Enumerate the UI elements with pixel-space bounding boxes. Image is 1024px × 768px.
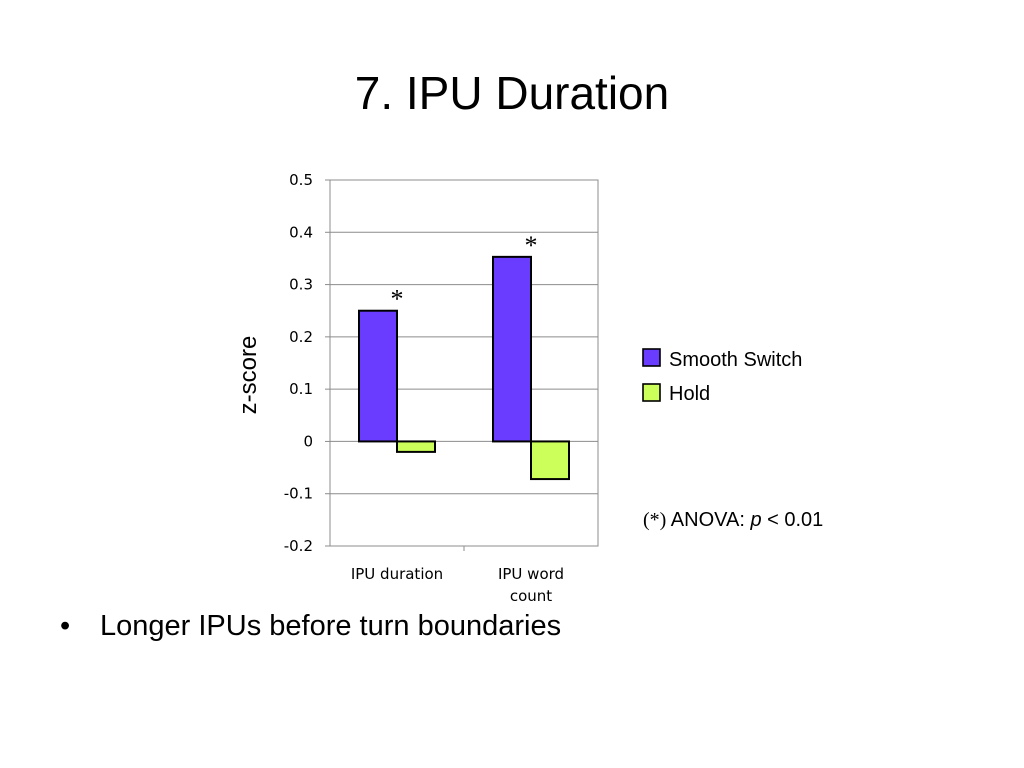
x-category-label-line: IPU duration	[351, 565, 443, 583]
y-tick-label: 0.1	[289, 380, 313, 398]
legend-label-hold: Hold	[669, 383, 710, 405]
y-axis-label: z-score	[235, 336, 262, 415]
bar-hold	[530, 440, 570, 481]
y-tick-label: -0.1	[284, 485, 313, 503]
bullet-point: • Longer IPUs before turn boundaries	[60, 610, 561, 643]
y-axis-ticks: 0.5 0.4 0.3 0.2 0.1 0 -0.1 -0.2	[284, 171, 330, 555]
x-category-label: IPU duration	[351, 565, 443, 583]
note-marker: (*)	[643, 509, 666, 531]
y-tick-label: 0.2	[289, 328, 313, 346]
bar-smooth-switch	[492, 255, 532, 443]
y-tick-label: 0.4	[289, 223, 313, 241]
x-axis-categories: IPU duration IPU word count	[351, 546, 564, 605]
y-tick-label: 0.3	[289, 276, 313, 294]
legend-label-smooth-switch: Smooth Switch	[669, 349, 802, 371]
bars: **	[358, 231, 570, 481]
significance-note: (*) ANOVA: p < 0.01	[643, 509, 823, 531]
y-tick-label: 0	[303, 432, 313, 450]
bullet-text: Longer IPUs before turn boundaries	[100, 610, 562, 642]
legend-swatch-smooth-switch	[642, 348, 661, 367]
significance-star: *	[391, 285, 404, 314]
bullet-symbol: •	[60, 610, 71, 642]
slide-title: 7. IPU Duration	[354, 67, 670, 119]
x-category-label: IPU word count	[498, 565, 564, 605]
legend: Smooth Switch Hold	[642, 348, 802, 405]
y-tick-label: 0.5	[289, 171, 313, 189]
note-text-after: < 0.01	[762, 509, 824, 531]
y-tick-label: -0.2	[284, 537, 313, 555]
note-text-before: ANOVA:	[666, 509, 750, 531]
significance-star: *	[525, 231, 538, 260]
bar-smooth-switch	[358, 309, 398, 443]
x-category-label-line: IPU word	[498, 565, 564, 583]
bar-hold	[396, 440, 436, 453]
legend-swatch-hold	[642, 383, 661, 402]
note-p: p	[749, 509, 761, 531]
x-category-label-line: count	[510, 587, 552, 605]
